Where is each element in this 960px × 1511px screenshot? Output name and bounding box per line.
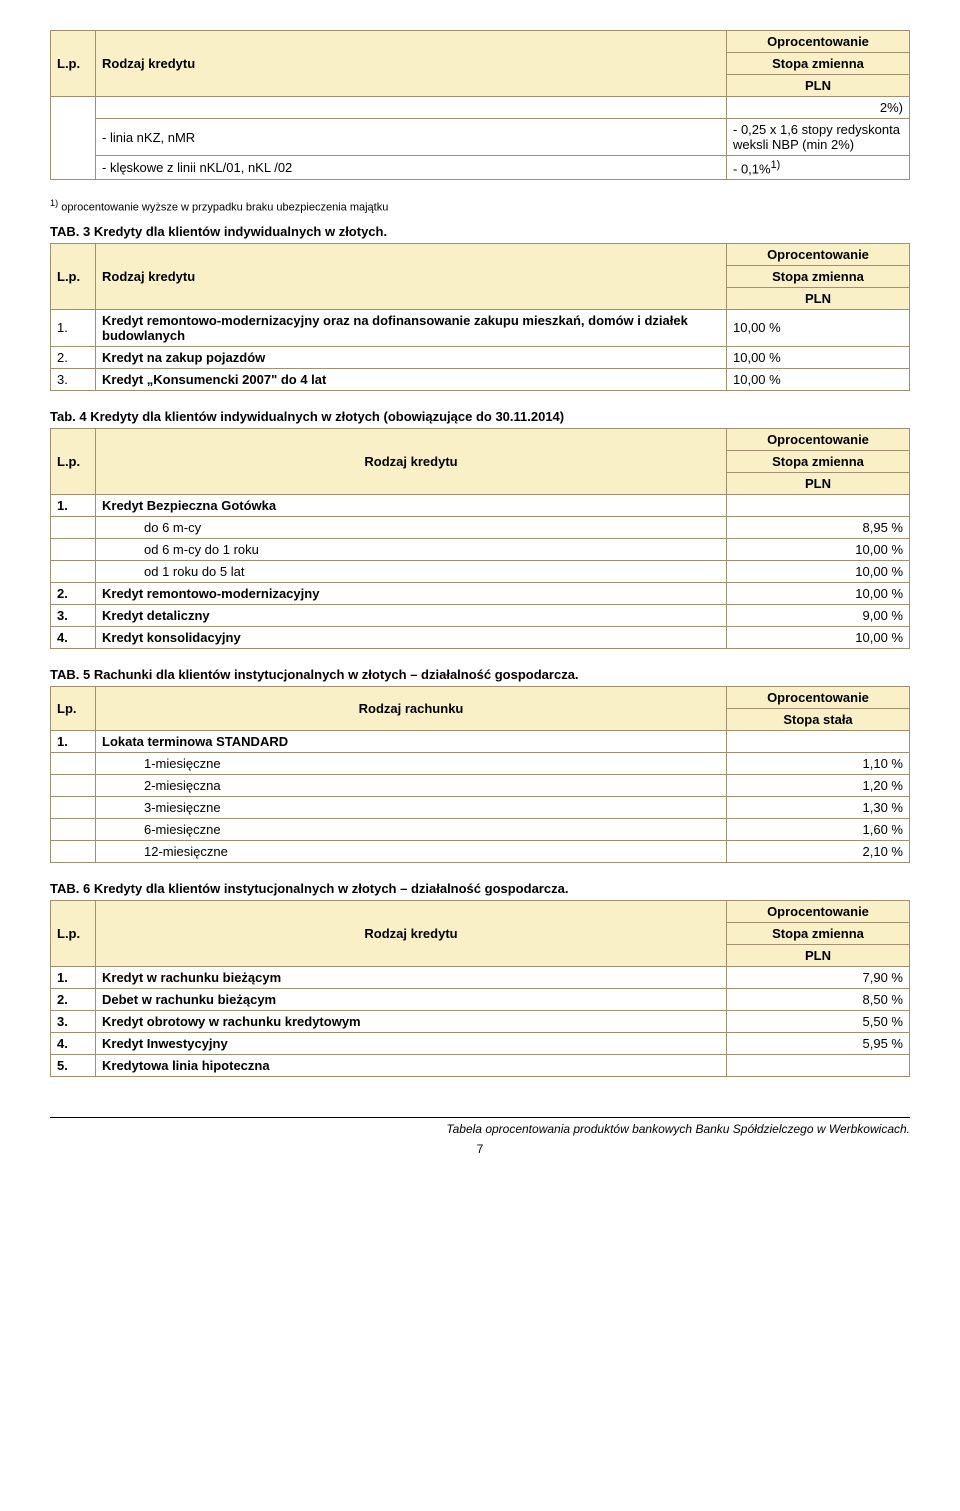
t1-r1-label: - linia nKZ, nMR xyxy=(96,119,727,156)
t5-h-opc: Oprocentowanie xyxy=(727,686,910,708)
page-footer: Tabela oprocentowania produktów bankowyc… xyxy=(50,1117,910,1136)
t4-h-lp: L.p. xyxy=(51,428,96,494)
t3-title: TAB. 3 Kredyty dla klientów indywidualny… xyxy=(50,224,910,239)
table-row: do 6 m-cy 8,95 % xyxy=(51,516,910,538)
table-1: L.p. Rodzaj kredytu Oprocentowanie Stopa… xyxy=(50,30,910,180)
t6-h-lp: L.p. xyxy=(51,900,96,966)
table-6: L.p. Rodzaj kredytu Oprocentowanie Stopa… xyxy=(50,900,910,1077)
table-row: 2.Debet w rachunku bieżącym8,50 % xyxy=(51,988,910,1010)
table-row: 4. Kredyt konsolidacyjny 10,00 % xyxy=(51,626,910,648)
t5-h-lp: Lp. xyxy=(51,686,96,730)
t5-title: TAB. 5 Rachunki dla klientów instytucjon… xyxy=(50,667,910,682)
table-3: L.p. Rodzaj kredytu Oprocentowanie Stopa… xyxy=(50,243,910,391)
table-row: 4.Kredyt Inwestycyjny5,95 % xyxy=(51,1032,910,1054)
t4-h-opc: Oprocentowanie xyxy=(727,428,910,450)
t1-h-sz: Stopa zmienna xyxy=(727,53,910,75)
table-row: 1.Kredyt w rachunku bieżącym7,90 % xyxy=(51,966,910,988)
table-row: 3-miesięczne1,30 % xyxy=(51,796,910,818)
t3-h-opc: Oprocentowanie xyxy=(727,243,910,265)
table-row: 3. Kredyt detaliczny 9,00 % xyxy=(51,604,910,626)
t1-h-pln: PLN xyxy=(727,75,910,97)
t4-title: Tab. 4 Kredyty dla klientów indywidualny… xyxy=(50,409,910,424)
t1-empty-num xyxy=(51,97,96,180)
table-row: 3. Kredyt „Konsumencki 2007" do 4 lat 10… xyxy=(51,368,910,390)
table-row: 3.Kredyt obrotowy w rachunku kredytowym5… xyxy=(51,1010,910,1032)
t1-r1-val: - 0,25 x 1,6 stopy redyskonta weksli NBP… xyxy=(727,119,910,156)
t3-h-lp: L.p. xyxy=(51,243,96,309)
t4-h-sz: Stopa zmienna xyxy=(727,450,910,472)
t1-h-opc: Oprocentowanie xyxy=(727,31,910,53)
table-4: L.p. Rodzaj kredytu Oprocentowanie Stopa… xyxy=(50,428,910,649)
t4-h-rodzaj: Rodzaj kredytu xyxy=(96,428,727,494)
t3-h-rodzaj: Rodzaj kredytu xyxy=(96,243,727,309)
t3-h-pln: PLN xyxy=(727,287,910,309)
t6-h-pln: PLN xyxy=(727,944,910,966)
table-row: od 1 roku do 5 lat 10,00 % xyxy=(51,560,910,582)
t1-h-rodzaj: Rodzaj kredytu xyxy=(96,31,727,97)
t6-h-opc: Oprocentowanie xyxy=(727,900,910,922)
table-row: 1-miesięczne1,10 % xyxy=(51,752,910,774)
table-row: od 6 m-cy do 1 roku 10,00 % xyxy=(51,538,910,560)
t6-title: TAB. 6 Kredyty dla klientów instytucjona… xyxy=(50,881,910,896)
t1-r0-val: 2%) xyxy=(727,97,910,119)
t1-footnote: 1) oprocentowanie wyższe w przypadku bra… xyxy=(50,198,910,214)
t1-r2-val: - 0,1%1) xyxy=(727,156,910,180)
table-row: 2. Kredyt na zakup pojazdów 10,00 % xyxy=(51,346,910,368)
t4-h-pln: PLN xyxy=(727,472,910,494)
table-row: 2-miesięczna1,20 % xyxy=(51,774,910,796)
table-row: 1. Lokata terminowa STANDARD xyxy=(51,730,910,752)
table-row: 1. Kredyt remontowo-modernizacyjny oraz … xyxy=(51,309,910,346)
table-row: 6-miesięczne1,60 % xyxy=(51,818,910,840)
t1-h-lp: L.p. xyxy=(51,31,96,97)
t5-h-ss: Stopa stała xyxy=(727,708,910,730)
t6-h-rodzaj: Rodzaj kredytu xyxy=(96,900,727,966)
table-row: 1. Kredyt Bezpieczna Gotówka xyxy=(51,494,910,516)
table-5: Lp. Rodzaj rachunku Oprocentowanie Stopa… xyxy=(50,686,910,863)
page-number: 7 xyxy=(50,1142,910,1156)
t5-h-rodzaj: Rodzaj rachunku xyxy=(96,686,727,730)
t6-h-sz: Stopa zmienna xyxy=(727,922,910,944)
t1-r0-label xyxy=(96,97,727,119)
table-row: 12-miesięczne2,10 % xyxy=(51,840,910,862)
t3-h-sz: Stopa zmienna xyxy=(727,265,910,287)
t1-r2-label: - klęskowe z linii nKL/01, nKL /02 xyxy=(96,156,727,180)
table-row: 5.Kredytowa linia hipoteczna xyxy=(51,1054,910,1076)
table-row: 2. Kredyt remontowo-modernizacyjny 10,00… xyxy=(51,582,910,604)
